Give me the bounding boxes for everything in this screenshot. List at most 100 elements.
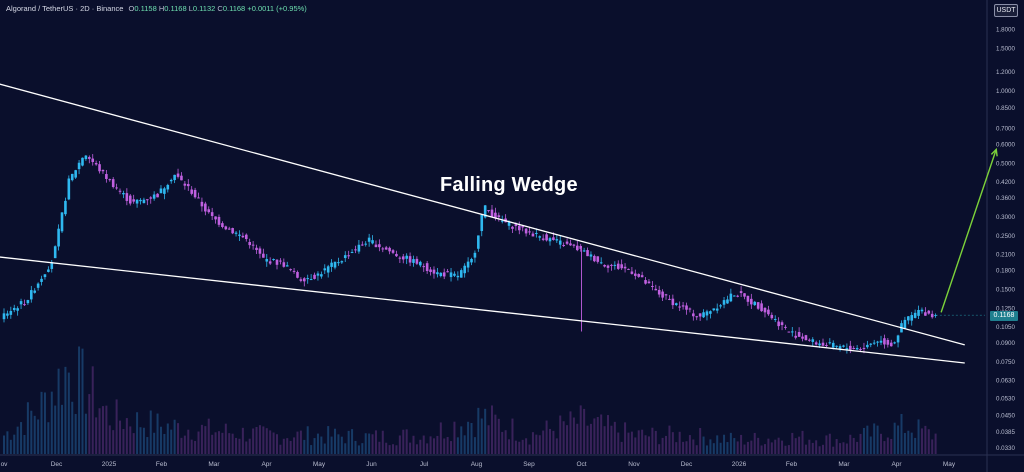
volume-bar bbox=[78, 346, 81, 454]
candle-body bbox=[569, 243, 572, 246]
volume-bar bbox=[634, 437, 637, 454]
candle-body bbox=[197, 197, 200, 199]
volume-bar bbox=[494, 414, 497, 454]
volume-bar bbox=[306, 426, 309, 454]
candle-body bbox=[934, 315, 937, 317]
candle-body bbox=[835, 345, 838, 347]
candle-body bbox=[582, 250, 586, 252]
candle-body bbox=[193, 189, 197, 198]
volume-bar bbox=[845, 443, 848, 454]
volume-bar bbox=[119, 420, 122, 454]
currency-button[interactable]: USDT bbox=[994, 4, 1018, 17]
candle-body bbox=[521, 226, 524, 228]
low-label: L bbox=[188, 4, 193, 13]
volume-bar bbox=[9, 439, 12, 454]
volume-bar bbox=[903, 432, 906, 454]
volume-bar bbox=[398, 435, 401, 454]
volume-bar bbox=[214, 432, 217, 454]
candle-body bbox=[889, 342, 893, 347]
candle-body bbox=[36, 283, 40, 288]
volume-bar bbox=[603, 426, 606, 454]
candle-body bbox=[378, 244, 381, 248]
candle-body bbox=[354, 249, 357, 251]
volume-bar bbox=[429, 436, 432, 454]
x-tick-label: Dec bbox=[51, 461, 63, 468]
candle-body bbox=[500, 220, 504, 222]
volume-bar bbox=[480, 418, 483, 454]
volume-bar bbox=[112, 430, 115, 454]
volume-bar bbox=[170, 429, 173, 454]
volume-bar bbox=[57, 368, 60, 454]
candle-body bbox=[767, 309, 770, 315]
candle-body bbox=[268, 261, 272, 264]
volume-bar bbox=[477, 407, 480, 454]
candle-body bbox=[565, 241, 569, 244]
volume-bar bbox=[101, 406, 104, 454]
volume-bar bbox=[40, 391, 43, 454]
volume-bar bbox=[862, 427, 865, 454]
candle-body bbox=[466, 261, 470, 268]
candle-body bbox=[337, 262, 340, 264]
volume-bar bbox=[484, 408, 487, 454]
candle-body bbox=[913, 312, 917, 318]
volume-bar bbox=[743, 444, 746, 454]
candle-body bbox=[53, 246, 57, 259]
volume-bar bbox=[593, 418, 596, 454]
candle-body bbox=[285, 265, 289, 267]
candle-body bbox=[265, 259, 269, 262]
y-tick-label: 0.0385 bbox=[996, 429, 1015, 436]
candle-body bbox=[156, 193, 159, 198]
candle-body bbox=[814, 342, 818, 345]
candle-body bbox=[388, 247, 391, 252]
candle-body bbox=[84, 155, 88, 160]
volume-bar bbox=[798, 436, 801, 454]
candle-body bbox=[576, 245, 579, 251]
volume-bar bbox=[323, 443, 326, 454]
candle-body bbox=[350, 251, 354, 253]
volume-bar bbox=[627, 432, 630, 454]
candle-body bbox=[671, 298, 675, 306]
volume-bar bbox=[374, 430, 377, 454]
candle-body bbox=[896, 335, 900, 343]
volume-bar bbox=[190, 439, 193, 454]
candle-body bbox=[579, 245, 583, 249]
volume-bar bbox=[525, 438, 528, 454]
volume-bar bbox=[873, 423, 876, 454]
open-label: O bbox=[128, 4, 135, 13]
candle-body bbox=[750, 298, 753, 305]
volume-bar bbox=[736, 441, 739, 454]
volume-bar bbox=[610, 425, 613, 454]
candle-body bbox=[763, 307, 767, 313]
volume-bar bbox=[74, 413, 77, 454]
low-value: 0.1132 bbox=[192, 4, 216, 13]
candle-body bbox=[538, 236, 542, 238]
volume-bar bbox=[252, 428, 255, 454]
candle-body bbox=[217, 216, 221, 225]
volume-bar bbox=[787, 445, 790, 454]
volume-bar bbox=[228, 433, 231, 454]
volume-bar bbox=[81, 348, 84, 454]
volume-bar bbox=[91, 366, 94, 454]
volume-bar bbox=[282, 438, 285, 454]
candle-body bbox=[408, 256, 412, 263]
volume-bar bbox=[159, 426, 162, 454]
volume-bar bbox=[238, 438, 241, 454]
projection-arrow-head bbox=[990, 147, 998, 157]
x-tick-label: Mar bbox=[838, 461, 850, 468]
open-value: 0.1158 bbox=[134, 4, 157, 13]
volume-bar bbox=[856, 441, 859, 454]
candle-body bbox=[831, 342, 835, 348]
symbol-title[interactable]: Algorand / TetherUS · 2D · Binance bbox=[6, 4, 124, 13]
volume-bar bbox=[538, 435, 541, 454]
volume-bar bbox=[443, 438, 446, 454]
candle-body bbox=[794, 335, 797, 338]
volume-bar bbox=[115, 399, 118, 454]
x-tick-label: Nov bbox=[628, 461, 640, 468]
candle-body bbox=[282, 262, 286, 267]
y-tick-label: 0.1800 bbox=[996, 267, 1015, 274]
volume-bar bbox=[774, 439, 777, 454]
candle-body bbox=[40, 278, 43, 282]
x-tick-label: Oct bbox=[576, 461, 586, 468]
volume-bar bbox=[402, 429, 405, 454]
